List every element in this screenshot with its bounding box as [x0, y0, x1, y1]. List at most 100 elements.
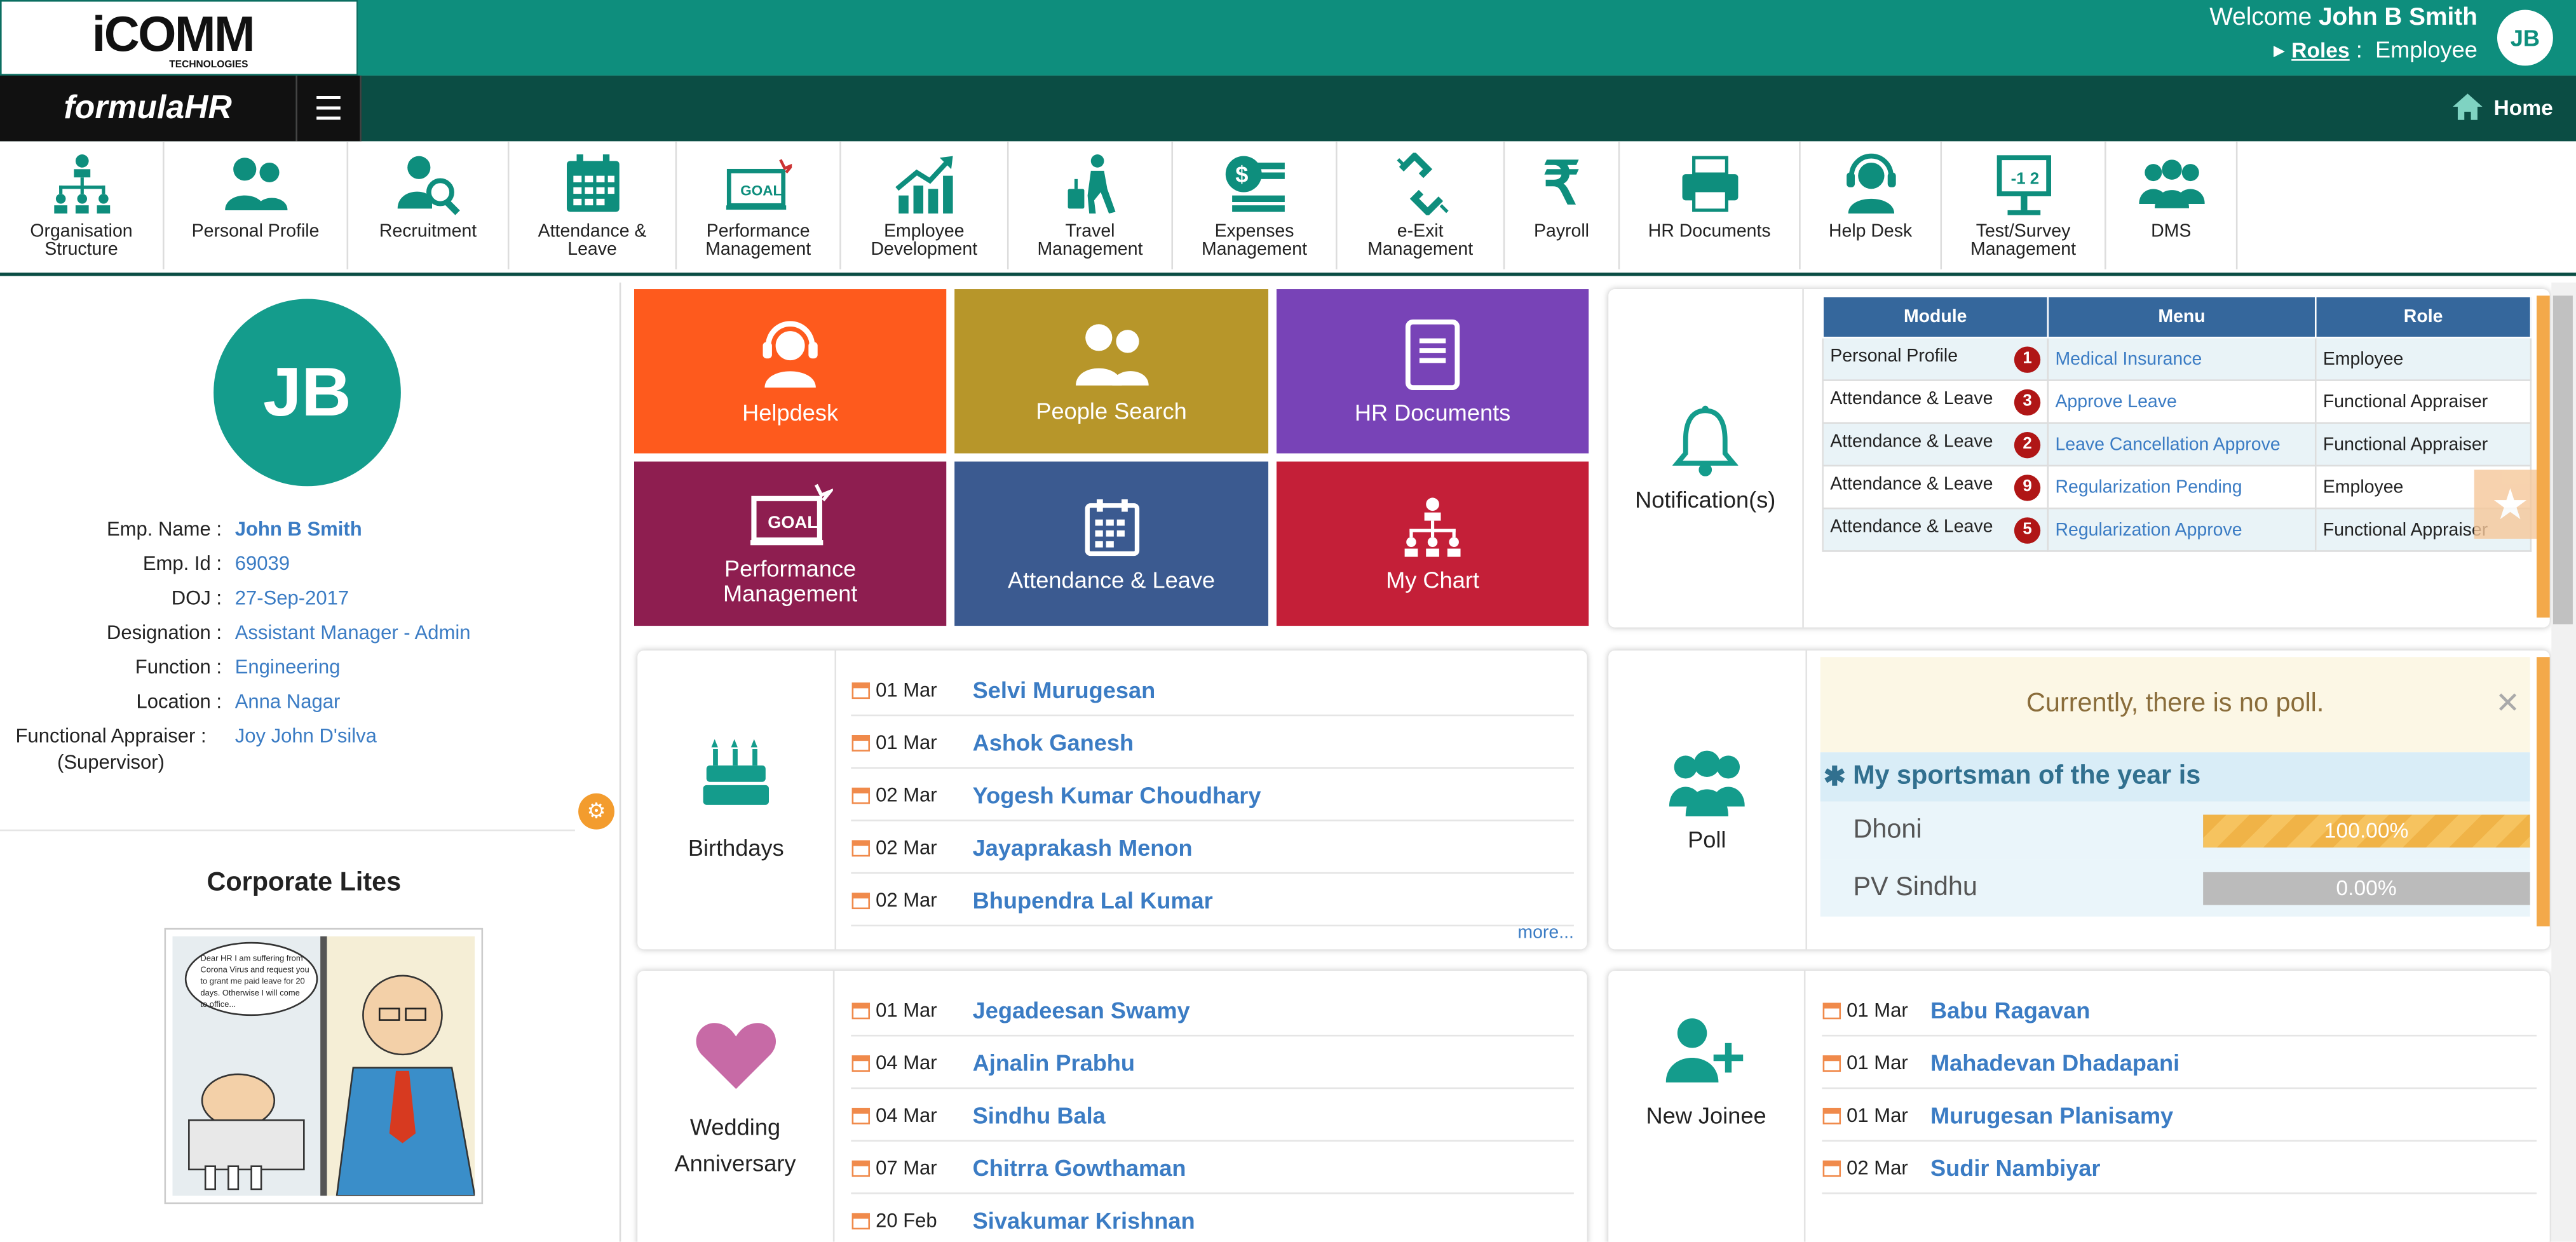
home-icon — [2452, 93, 2483, 120]
module-employee-development[interactable]: Employee Development — [841, 141, 1009, 270]
item-name[interactable]: Chitrra Gowthaman — [972, 1154, 1186, 1180]
module-travel-management[interactable]: Travel Management — [1008, 141, 1174, 270]
item-name[interactable]: Bhupendra Lal Kumar — [972, 886, 1213, 913]
item-date: 04 Mar — [876, 1050, 937, 1074]
module-help-desk[interactable]: Help Desk — [1801, 141, 1942, 270]
birthdays-label: Birthdays — [688, 834, 784, 861]
hamburger-menu-icon[interactable]: ☰ — [295, 75, 362, 142]
module-personal-profile[interactable]: Personal Profile — [165, 141, 349, 270]
more-link[interactable]: more... — [1517, 923, 1574, 943]
list-item: 04 Mar Sindhu Bala — [851, 1089, 1574, 1142]
notifications-card: Notification(s) Module Menu Role Persona… — [1608, 289, 2550, 628]
tile-attendance-leave[interactable]: Attendance & Leave — [954, 461, 1269, 626]
menu-link[interactable]: Approve Leave — [2055, 391, 2177, 412]
list-item: 02 Mar Bhupendra Lal Kumar — [851, 874, 1574, 927]
home-label: Home — [2493, 94, 2553, 119]
menu-link[interactable]: Regularization Approve — [2055, 520, 2242, 540]
tile-performance-management[interactable]: GOAL Performance Management — [634, 461, 947, 626]
item-name[interactable]: Yogesh Kumar Choudhary — [972, 781, 1261, 807]
brand-logo: formulaHR — [0, 75, 296, 142]
module-hr-documents[interactable]: HR Documents — [1620, 141, 1801, 270]
module-payroll[interactable]: ₹ Payroll — [1505, 141, 1620, 270]
group-icon — [2138, 151, 2204, 217]
module-label: e-Exit Management — [1367, 222, 1474, 260]
field-value: 69039 — [234, 551, 290, 575]
item-name[interactable]: Ashok Ganesh — [972, 728, 1134, 755]
wedding-label-2: Anniversary — [674, 1149, 796, 1177]
calendar-icon — [851, 1210, 871, 1229]
whiteboard-icon: -1 2 — [1990, 151, 2056, 217]
item-name[interactable]: Mahadevan Dhadapani — [1930, 1048, 2180, 1076]
svg-text:GOAL: GOAL — [740, 183, 781, 199]
poll-option[interactable]: PV Sindhu 0.00% — [1820, 859, 2530, 917]
new-joinee-card: New Joinee 01 Mar Babu Ragavan 01 Mar Maha… — [1608, 971, 2550, 1242]
calendar-icon — [851, 999, 871, 1019]
headset-icon — [763, 320, 818, 387]
role-cell: Employee — [2314, 337, 2532, 381]
tile-people-search[interactable]: People Search — [954, 289, 1269, 454]
corporate-lites-cartoon[interactable]: Dear HR I am suffering from Corona Virus … — [164, 928, 484, 1205]
birthdays-list: 01 Mar Selvi Murugesan 01 Mar Ashok Ganesh… — [851, 664, 1574, 927]
item-name[interactable]: Selvi Murugesan — [972, 675, 1156, 703]
favourite-star-icon[interactable]: ★ — [2474, 469, 2547, 539]
item-name[interactable]: Sivakumar Krishnan — [972, 1206, 1195, 1233]
table-row: Personal Profile 1 Medical Insurance Employ… — [1822, 337, 2532, 381]
module-label: Payroll — [1534, 222, 1589, 242]
birthdays-side: Birthdays — [637, 650, 837, 950]
item-date: 02 Mar — [1847, 1155, 1908, 1179]
item-name[interactable]: Murugesan Planisamy — [1930, 1101, 2174, 1128]
field-label: Emp. Id : — [142, 551, 222, 575]
scrollbar[interactable] — [2537, 657, 2550, 927]
module-e-exit-management[interactable]: e-Exit Management — [1338, 141, 1505, 270]
module-recruitment[interactable]: Recruitment — [348, 141, 510, 270]
cake-icon — [703, 739, 769, 805]
page-scrollbar-thumb[interactable] — [2552, 295, 2573, 624]
roles-link[interactable]: Roles — [2291, 37, 2350, 63]
rupee-icon: ₹ — [1542, 149, 1581, 217]
new-joinee-list: 01 Mar Babu Ragavan 01 Mar Mahadevan Dhada… — [1822, 984, 2537, 1194]
close-icon[interactable]: ✕ — [2495, 686, 2521, 720]
menu-link[interactable]: Regularization Pending — [2055, 477, 2242, 497]
module-test-survey-management[interactable]: -1 2 Test/Survey Management — [1942, 141, 2106, 270]
tile-label: Performance Management — [722, 555, 858, 607]
profile-row-doj: DOJ : 27-Sep-2017 — [0, 581, 621, 616]
user-avatar[interactable]: JB — [2497, 10, 2553, 66]
module-dms[interactable]: DMS — [2106, 141, 2238, 270]
poll-option[interactable]: Dhoni 100.00% — [1820, 801, 2530, 860]
list-item: 01 Mar Babu Ragavan — [1822, 984, 2537, 1037]
module-expenses-management[interactable]: $ Expenses Management — [1173, 141, 1338, 270]
profile-row-appraiser: Functional Appraiser : (Supervisor) Joy J… — [0, 723, 621, 776]
module-label: Recruitment — [379, 222, 477, 242]
menu-link[interactable]: Medical Insurance — [2055, 349, 2202, 369]
module-performance-management[interactable]: GOAL Performance Management — [677, 141, 841, 270]
scrollbar[interactable] — [2537, 295, 2550, 618]
module-name: Attendance & Leave — [1830, 431, 1993, 451]
module-attendance-leave[interactable]: Attendance & Leave — [510, 141, 677, 270]
field-value: Engineering — [234, 655, 341, 678]
tile-helpdesk[interactable]: Helpdesk — [634, 289, 947, 454]
item-name[interactable]: Jayaprakash Menon — [972, 834, 1193, 860]
menu-cell: Leave Cancellation Approve — [2047, 422, 2317, 467]
list-item: 20 Feb Sivakumar Krishnan — [851, 1194, 1574, 1242]
menu-link[interactable]: Leave Cancellation Approve — [2055, 434, 2281, 454]
module-organisation-structure[interactable]: Organisation Structure — [0, 141, 165, 270]
count-badge: 2 — [2014, 431, 2041, 458]
calendar-icon — [559, 151, 625, 217]
home-link[interactable]: Home — [2451, 92, 2553, 122]
item-name[interactable]: Sindhu Bala — [972, 1101, 1106, 1128]
item-name[interactable]: Babu Ragavan — [1930, 996, 2091, 1023]
tile-hr-documents[interactable]: HR Documents — [1276, 289, 1589, 454]
role-value: Employee — [2375, 36, 2478, 63]
company-logo[interactable]: iCOMM TECHNOLOGIES — [0, 0, 358, 76]
item-name[interactable]: Sudir Nambiyar — [1930, 1154, 2101, 1180]
tile-my-chart[interactable]: My Chart — [1276, 461, 1589, 626]
module-cell: Attendance & Leave 3 — [1822, 379, 2049, 424]
gear-icon[interactable]: ⚙ — [578, 793, 614, 830]
item-name[interactable]: Ajnalin Prabhu — [972, 1048, 1135, 1076]
svg-text:-1 2: -1 2 — [2010, 170, 2038, 188]
count-badge: 1 — [2014, 346, 2041, 372]
calendar-icon — [1822, 1105, 1841, 1124]
poll-option-name: PV Sindhu — [1853, 873, 1977, 901]
org-structure-icon — [1404, 497, 1461, 557]
item-name[interactable]: Jegadeesan Swamy — [972, 996, 1190, 1023]
